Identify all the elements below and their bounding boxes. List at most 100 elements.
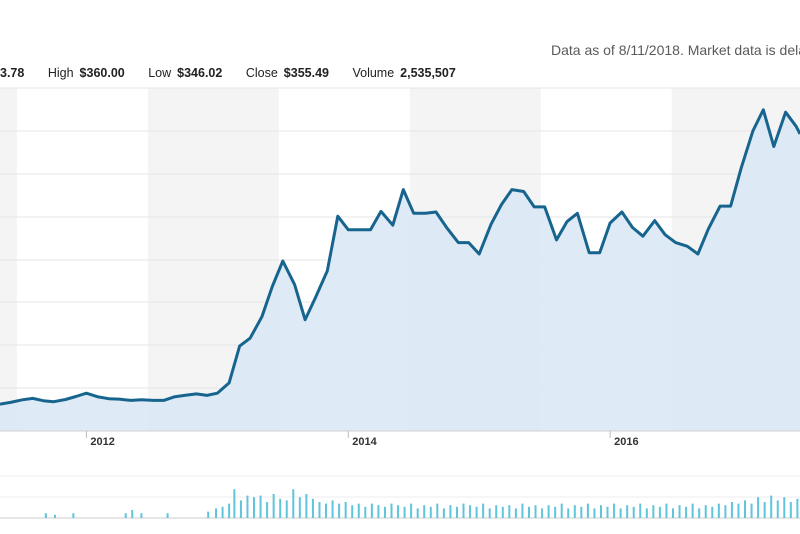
x-tick-label: 2012 [90, 436, 114, 448]
volume-bar [140, 513, 143, 518]
volume-bar [298, 497, 301, 518]
volume-bar [796, 498, 799, 518]
volume-bar [599, 505, 602, 518]
open-value: 3.78 [0, 66, 25, 80]
volume-bar [626, 505, 629, 518]
volume-bar [44, 513, 47, 518]
volume-bar [501, 506, 504, 518]
volume-bar [750, 503, 753, 518]
volume-bar [207, 511, 210, 518]
volume-bar [586, 503, 589, 518]
volume-bar [436, 503, 439, 518]
volume-bar [606, 506, 609, 518]
volume-bar [678, 505, 681, 518]
volume-bar [737, 503, 740, 518]
volume-bar [514, 508, 517, 518]
volume-bar [233, 489, 236, 518]
volume-bar [397, 505, 400, 518]
volume-bar [658, 506, 661, 518]
volume-bar [619, 508, 622, 518]
volume-bar [567, 508, 570, 518]
high-value: $360.00 [79, 66, 125, 80]
volume-bar [364, 506, 367, 518]
volume-bar [691, 503, 694, 518]
volume-bar [711, 506, 714, 518]
volume-bar [744, 500, 747, 518]
volume-bar [475, 506, 478, 518]
volume-bar [311, 498, 314, 518]
close-value: $355.49 [283, 66, 329, 80]
volume-bar [482, 503, 485, 518]
volume-bar [285, 500, 288, 518]
volume-bars [44, 489, 799, 518]
volume-bar [239, 500, 242, 518]
volume-bar [488, 508, 491, 518]
volume-bar [383, 506, 386, 518]
volume-bar [573, 505, 576, 518]
volume-bar [259, 495, 262, 518]
volume-bar [665, 503, 668, 518]
volume-bar [757, 497, 760, 518]
volume-bar [508, 505, 511, 518]
volume-bar [455, 506, 458, 518]
volume-label: Volume [352, 66, 395, 80]
volume-bar [131, 510, 134, 518]
volume-bar [357, 503, 360, 518]
volume-bar [541, 508, 544, 518]
price-area [0, 109, 800, 432]
volume-bar [166, 513, 169, 518]
volume-bar [685, 506, 688, 518]
volume-bar [527, 506, 530, 518]
volume-bar [652, 505, 655, 518]
x-tick-label: 2014 [352, 436, 377, 448]
volume-bar [730, 502, 733, 518]
volume-bar [429, 506, 432, 518]
volume-bar [253, 497, 256, 518]
volume-bar [272, 494, 275, 518]
volume-bar [521, 503, 524, 518]
volume-bar [724, 505, 727, 518]
volume-bar [331, 500, 334, 518]
volume-bar [639, 503, 642, 518]
volume-bar [325, 503, 328, 518]
volume-bar [266, 502, 269, 518]
volume-bar [783, 497, 786, 518]
volume-bar [776, 500, 779, 518]
data-delay-notice: Data as of 8/11/2018. Market data is del… [551, 42, 800, 58]
volume-bar [344, 502, 347, 518]
volume-bar [403, 506, 406, 518]
volume-bar [698, 508, 701, 518]
volume-bar [410, 503, 413, 518]
volume-bar [770, 495, 773, 518]
volume-bar [215, 508, 218, 518]
volume-bar [763, 502, 766, 518]
volume-bar [613, 503, 616, 518]
volume-bar [370, 503, 373, 518]
volume-bar [645, 508, 648, 518]
volume-bar [318, 502, 321, 518]
volume-bar [338, 503, 341, 518]
ohlc-summary: 3.78 High $360.00 Low $346.02 Close $355.49… [0, 66, 476, 80]
volume-bar [53, 514, 56, 518]
volume-bar [423, 505, 426, 518]
volume-bar [593, 508, 596, 518]
volume-bar [495, 505, 498, 518]
volume-bar [442, 508, 445, 518]
volume-bar [246, 495, 249, 518]
x-axis-ticks: 2012 2014 2016 [0, 430, 800, 448]
price-line[interactable] [0, 108, 800, 406]
volume-bar [580, 506, 583, 518]
volume-bar [377, 505, 380, 518]
volume-bar [560, 503, 563, 518]
volume-bar [305, 494, 308, 518]
volume-bar [632, 506, 635, 518]
volume-bar [704, 505, 707, 518]
low-value: $346.02 [177, 66, 223, 80]
close-label: Close [245, 66, 278, 80]
volume-value: 2,535,507 [400, 66, 456, 80]
volume-bar [671, 508, 674, 518]
volume-bar [717, 503, 720, 518]
volume-bar [462, 503, 465, 518]
volume-bar [279, 498, 282, 518]
